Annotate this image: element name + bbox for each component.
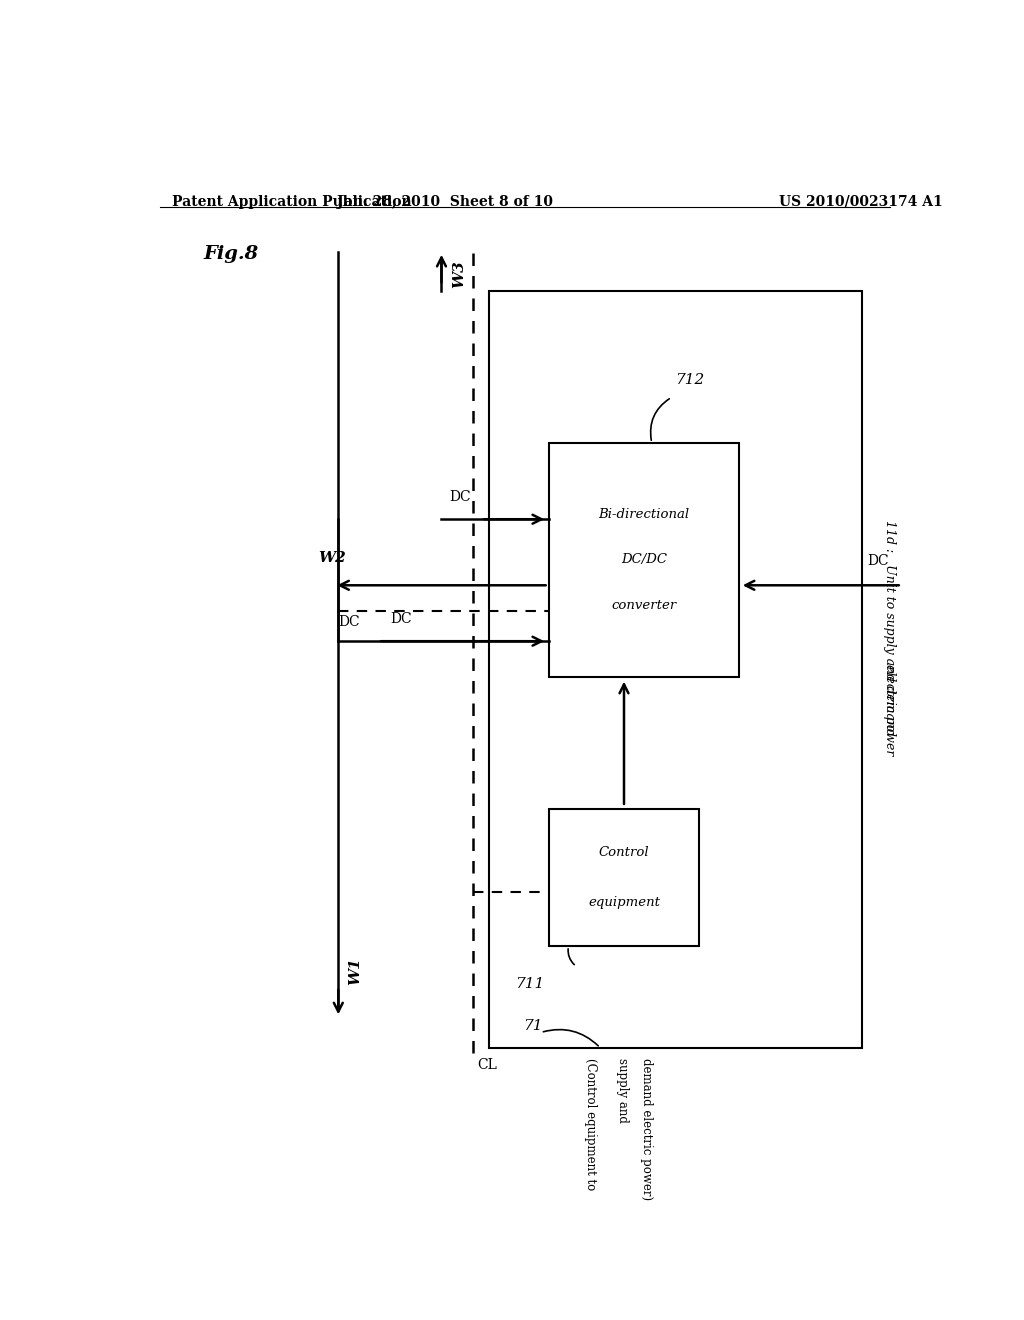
Text: DC: DC (867, 554, 889, 568)
Text: converter: converter (611, 599, 677, 612)
Text: Patent Application Publication: Patent Application Publication (172, 195, 412, 209)
Text: 71: 71 (523, 1019, 543, 1032)
Text: Jan. 28, 2010  Sheet 8 of 10: Jan. 28, 2010 Sheet 8 of 10 (338, 195, 553, 209)
Text: W2: W2 (318, 550, 346, 565)
Text: W1: W1 (348, 957, 362, 986)
Bar (489, 290, 862, 1048)
Text: demand electric power): demand electric power) (640, 1057, 653, 1200)
Text: US 2010/0023174 A1: US 2010/0023174 A1 (778, 195, 942, 209)
Text: Control: Control (599, 846, 649, 858)
Text: equipment: equipment (588, 896, 660, 909)
Text: DC: DC (390, 612, 412, 626)
Bar (549, 444, 739, 677)
Text: electric power: electric power (884, 664, 896, 755)
Text: 712: 712 (676, 374, 705, 387)
Text: DC: DC (338, 615, 359, 628)
Text: DC: DC (450, 490, 471, 504)
Text: (Control equipment to: (Control equipment to (585, 1057, 597, 1191)
Text: W3: W3 (452, 260, 466, 288)
Bar (549, 809, 699, 946)
Text: 711: 711 (515, 977, 545, 990)
Text: 11d :   Unit to supply and demand: 11d : Unit to supply and demand (884, 520, 896, 737)
Text: CL: CL (477, 1057, 497, 1072)
Text: Fig.8: Fig.8 (204, 244, 259, 263)
Text: DC/DC: DC/DC (621, 553, 667, 566)
Text: Bi-directional: Bi-directional (598, 508, 689, 520)
Text: supply and: supply and (616, 1057, 629, 1123)
